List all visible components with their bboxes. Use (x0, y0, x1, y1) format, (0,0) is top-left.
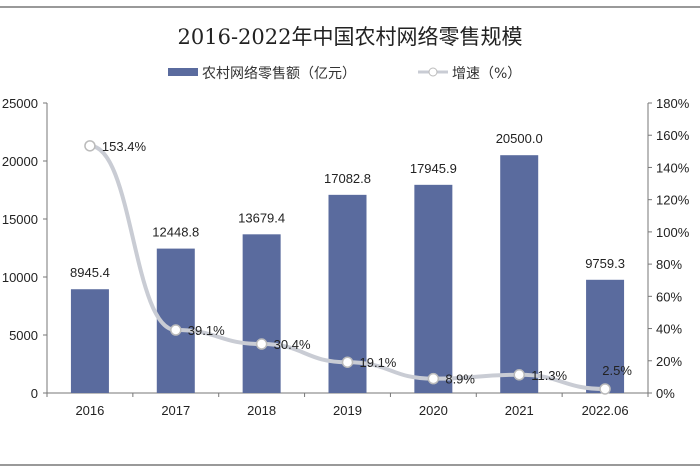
growth-value-label: 2.5% (602, 363, 632, 378)
left-tick-label: 0 (31, 386, 38, 401)
right-tick-label: 100% (656, 225, 690, 240)
right-tick-label: 60% (656, 289, 682, 304)
right-tick-label: 0% (656, 386, 675, 401)
x-tick-label: 2022.06 (582, 403, 629, 418)
bar (586, 279, 625, 393)
bar (500, 155, 539, 393)
legend-bar-swatch (168, 68, 198, 76)
growth-marker (427, 372, 440, 385)
legend-line-label: 增速（%） (452, 66, 521, 82)
bar-value-label: 17082.8 (324, 171, 371, 186)
growth-value-label: 8.9% (445, 372, 475, 387)
legend-bar-label: 农村网络零售额（亿元） (202, 66, 356, 82)
right-tick-label: 80% (656, 257, 682, 272)
growth-value-label: 39.1% (188, 323, 225, 338)
growth-value-label: 153.4% (102, 139, 147, 154)
growth-marker (255, 338, 268, 350)
left-tick-label: 15000 (2, 212, 38, 227)
right-tick-label: 180% (656, 96, 690, 111)
chart-title: 2016-2022年中国农村网络零售规模 (178, 25, 523, 49)
left-tick-label: 25000 (2, 96, 38, 111)
bottom-divider (0, 464, 700, 466)
x-tick-label: 2021 (505, 403, 534, 418)
growth-value-label: 19.1% (360, 355, 397, 370)
bar (414, 184, 453, 393)
right-tick-label: 20% (656, 354, 682, 369)
growth-value-label: 30.4% (274, 337, 311, 352)
bar-value-label: 9759.3 (585, 256, 625, 271)
growth-marker (341, 356, 354, 368)
x-tick-label: 2018 (247, 403, 276, 418)
growth-marker (599, 383, 611, 395)
x-tick-label: 2017 (161, 403, 190, 418)
growth-marker (513, 369, 525, 381)
left-tick-label: 10000 (2, 270, 38, 285)
legend: 农村网络零售额（亿元） 增速（%） (168, 66, 521, 82)
x-tick-label: 2019 (333, 403, 362, 418)
bar-value-label: 8945.4 (70, 265, 110, 280)
top-divider (0, 6, 700, 8)
bar (70, 289, 109, 393)
right-tick-label: 160% (656, 128, 690, 143)
bar-value-label: 13679.4 (238, 210, 285, 225)
right-tick-label: 120% (656, 193, 690, 208)
x-tick-label: 2016 (75, 403, 104, 418)
left-tick-label: 20000 (2, 154, 38, 169)
bar-value-label: 20500.0 (496, 131, 543, 146)
legend-line-marker (428, 67, 438, 77)
left-tick-label: 5000 (9, 328, 38, 343)
bar-value-label: 17945.9 (410, 161, 457, 176)
bar-value-label: 12448.8 (152, 225, 199, 240)
growth-value-label: 11.3% (531, 368, 567, 383)
right-tick-label: 40% (656, 322, 682, 337)
growth-marker (170, 324, 182, 336)
bar (242, 234, 281, 393)
x-tick-label: 2020 (419, 403, 448, 418)
right-tick-label: 140% (656, 160, 690, 175)
growth-marker (84, 140, 96, 152)
